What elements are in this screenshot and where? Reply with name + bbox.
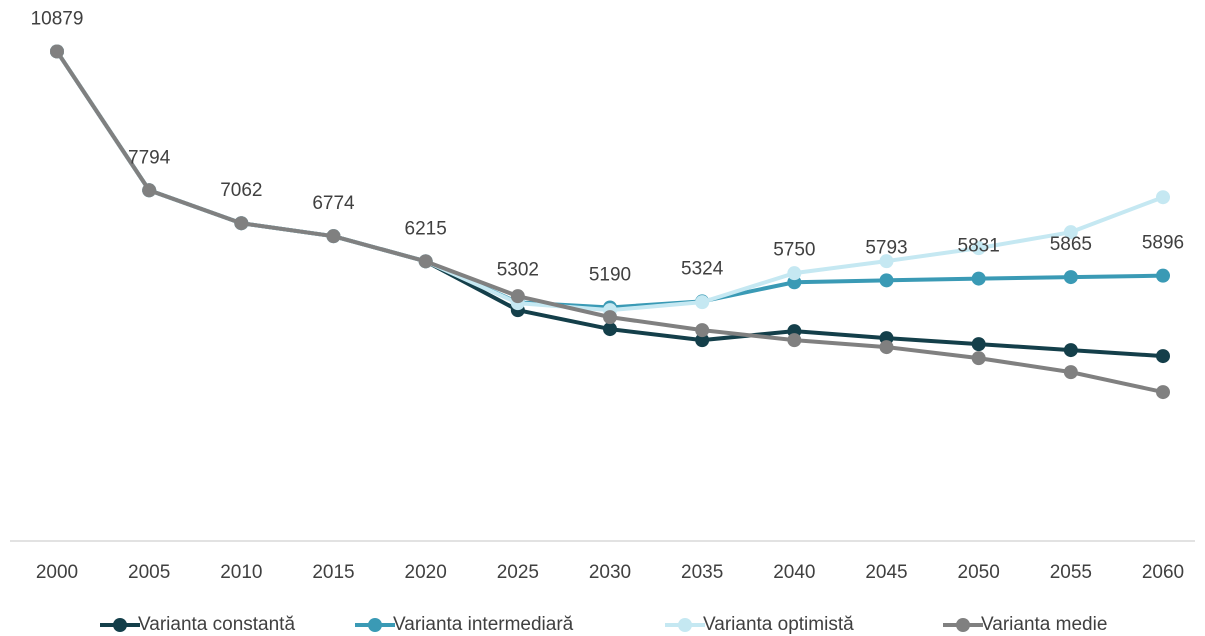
data-point	[418, 254, 433, 269]
x-tick-label: 2005	[128, 562, 170, 583]
data-label: 6215	[405, 218, 447, 239]
legend-marker	[956, 618, 970, 632]
data-point	[971, 241, 986, 256]
data-point	[1063, 225, 1078, 240]
data-point	[1063, 343, 1078, 358]
legend-label: Varianta medie	[981, 614, 1107, 635]
data-label: 5324	[681, 258, 724, 279]
x-tick-label: 2040	[773, 562, 815, 583]
legend-label: Varianta constantă	[138, 614, 295, 635]
data-point	[510, 289, 525, 304]
series-line	[55, 50, 1164, 395]
data-label: 7062	[220, 180, 262, 201]
legend-marker	[113, 618, 127, 632]
x-tick-label: 2015	[312, 562, 354, 583]
x-tick-label: 2035	[681, 562, 723, 583]
data-point	[971, 271, 986, 286]
x-tick-label: 2030	[589, 562, 631, 583]
data-label: 6774	[312, 193, 355, 214]
data-point	[879, 340, 894, 355]
x-tick-label: 2025	[497, 562, 539, 583]
data-point	[1063, 270, 1078, 285]
x-tick-label: 2050	[958, 562, 1000, 583]
data-point	[142, 183, 157, 198]
data-point	[787, 266, 802, 281]
legend-marker	[368, 618, 382, 632]
x-tick-label: 2055	[1050, 562, 1092, 583]
data-point	[695, 333, 710, 348]
data-point	[50, 44, 64, 59]
data-label: 10879	[31, 8, 84, 29]
data-label: 5793	[865, 237, 907, 258]
data-point	[603, 310, 617, 325]
legend-label: Varianta optimistă	[703, 614, 854, 635]
data-label: 5865	[1050, 234, 1092, 255]
data-point	[603, 322, 617, 337]
data-label: 5831	[958, 236, 1000, 257]
data-point	[1156, 385, 1170, 400]
data-point	[326, 229, 341, 244]
x-tick-label: 2060	[1142, 562, 1184, 583]
data-point	[1063, 365, 1078, 380]
data-point	[787, 333, 802, 348]
data-point	[971, 337, 986, 352]
data-point	[234, 216, 249, 231]
data-label: 7794	[128, 147, 171, 168]
data-point	[1156, 268, 1170, 283]
data-label: 5896	[1142, 233, 1184, 254]
data-point	[695, 295, 710, 310]
data-label: 5190	[589, 264, 631, 285]
data-point	[971, 351, 986, 366]
legend-label: Varianta intermediară	[393, 614, 574, 635]
x-tick-label: 2045	[865, 562, 907, 583]
data-point	[1156, 349, 1170, 364]
legend-marker	[678, 618, 692, 632]
data-label: 5302	[497, 259, 539, 280]
data-point	[879, 254, 894, 269]
data-point	[879, 273, 894, 288]
x-tick-label: 2020	[405, 562, 447, 583]
data-point	[695, 323, 710, 338]
data-point	[1156, 190, 1170, 205]
x-tick-label: 2010	[220, 562, 262, 583]
data-label: 5750	[773, 239, 815, 260]
x-tick-label: 2000	[36, 562, 78, 583]
